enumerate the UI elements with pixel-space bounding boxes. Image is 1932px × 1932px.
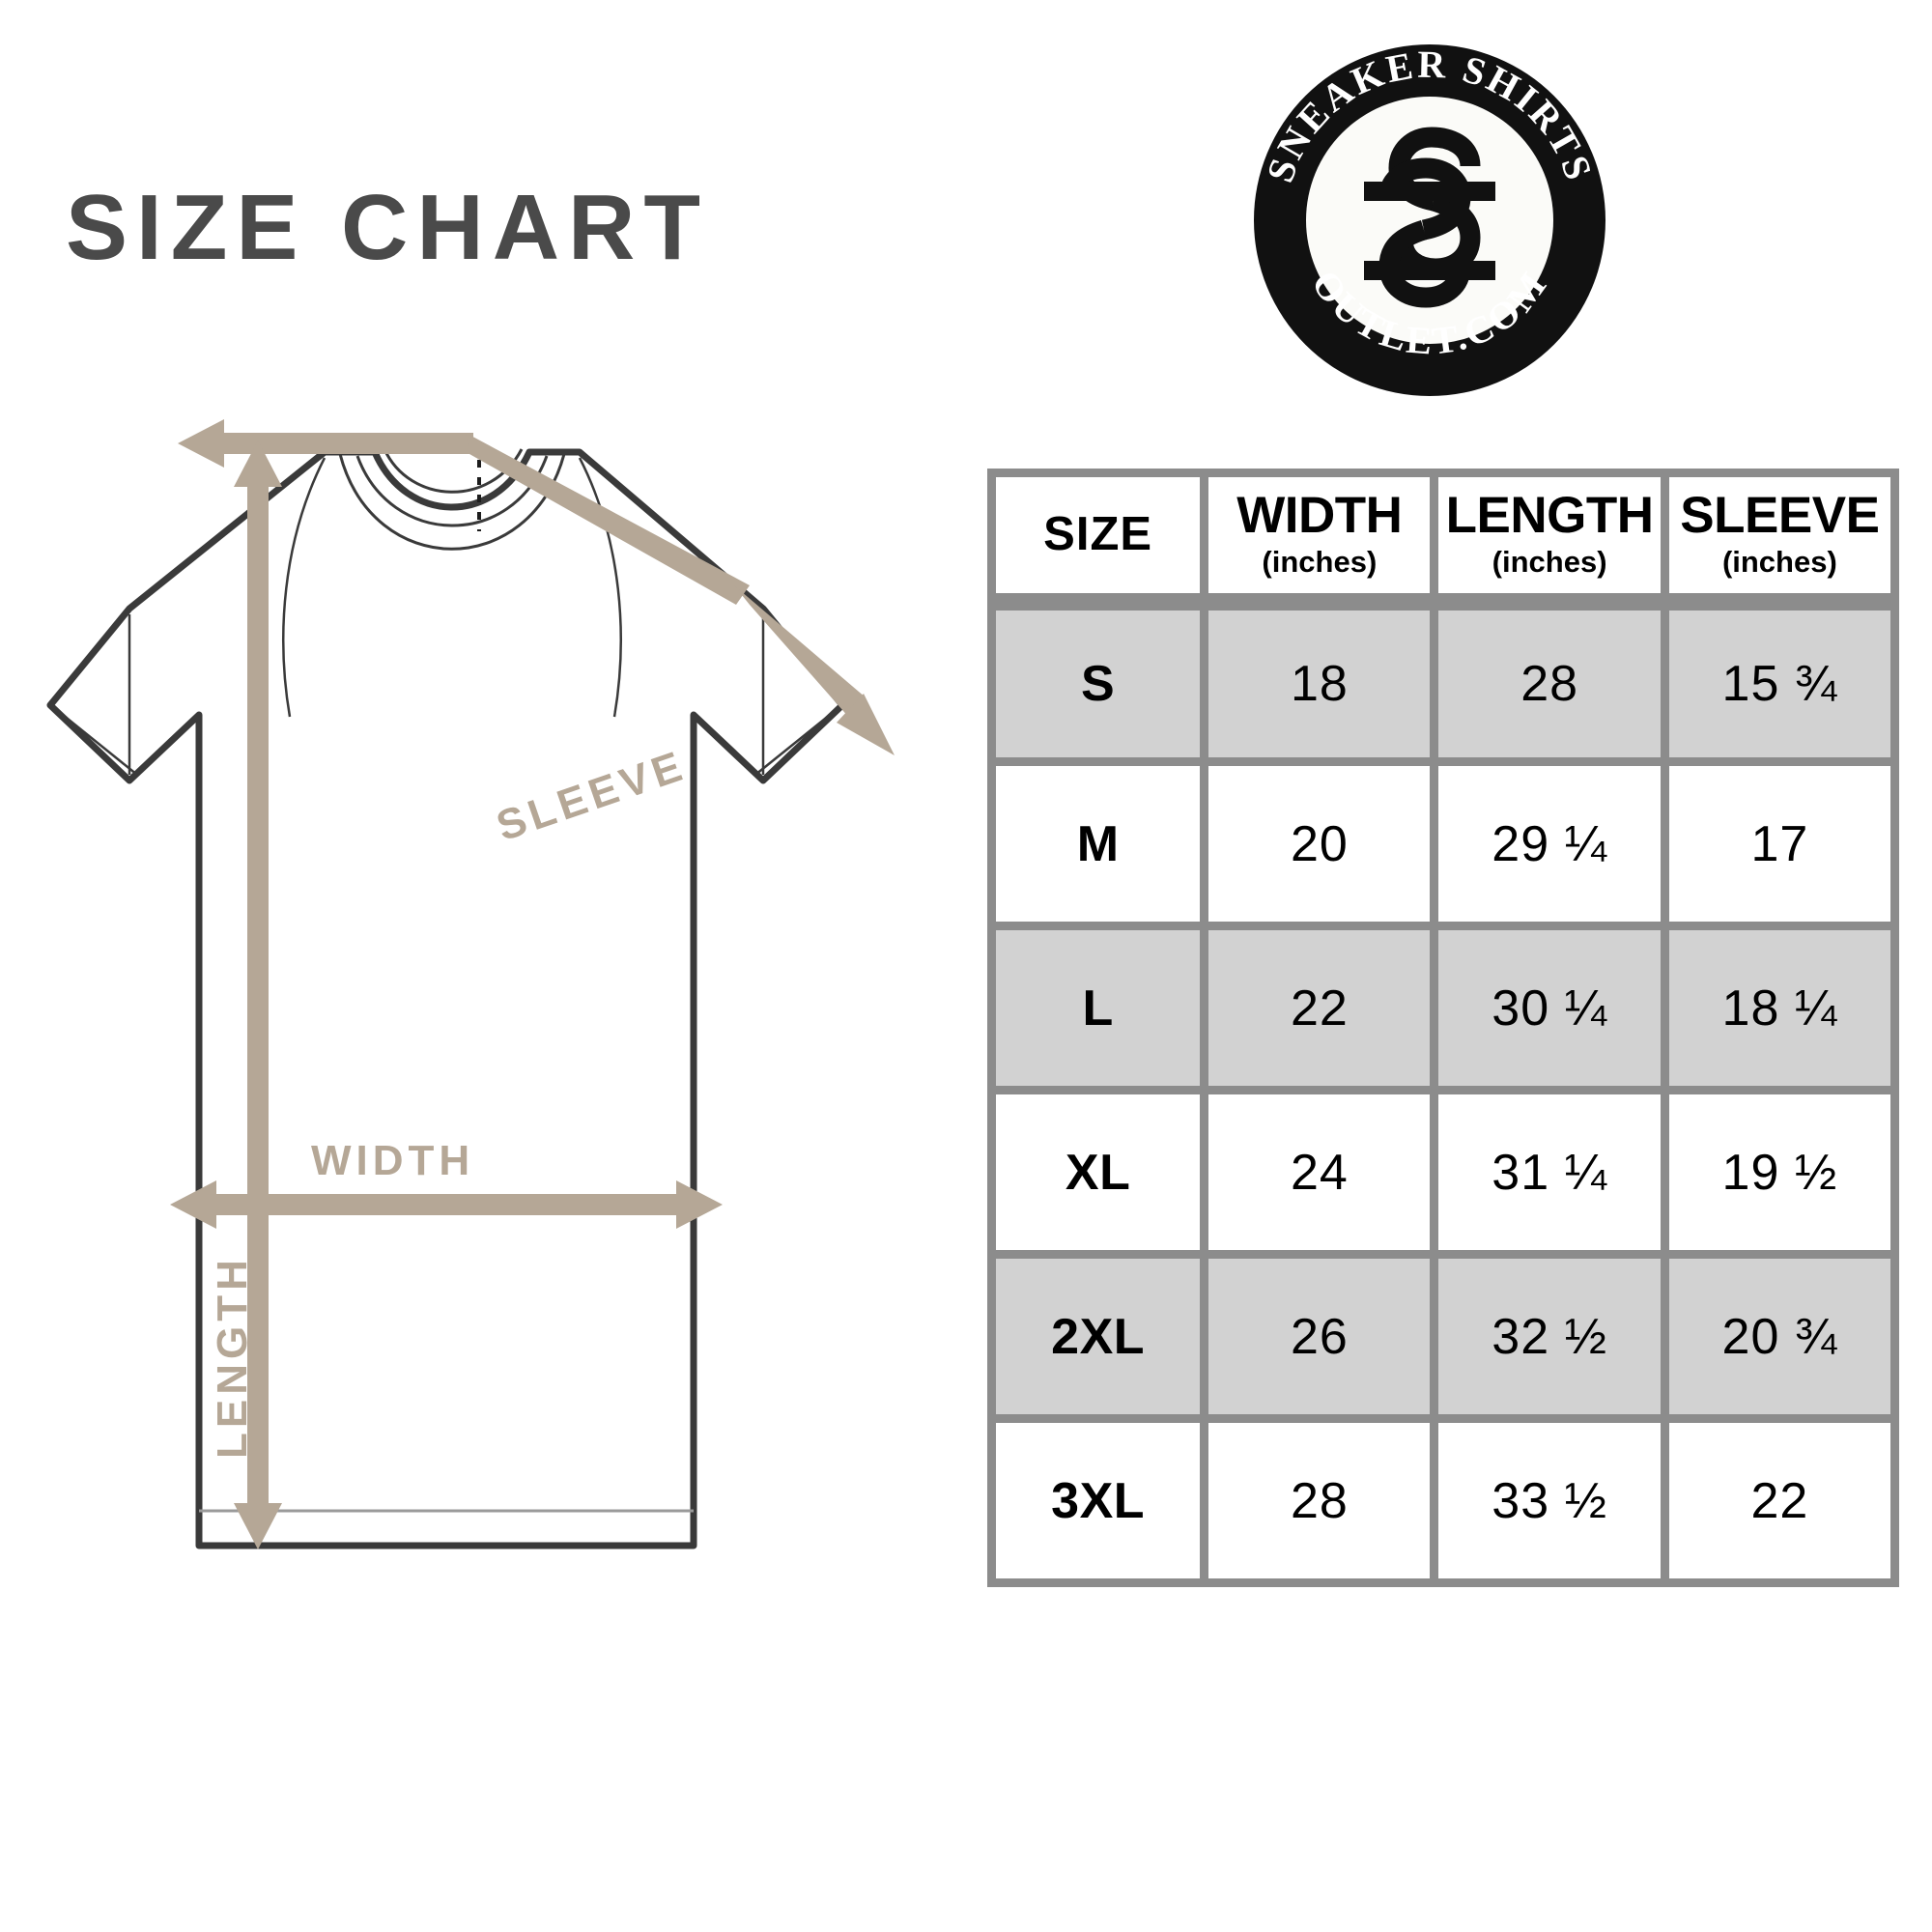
column-header-sleeve-main: SLEEVE bbox=[1680, 487, 1880, 545]
table-row: 3XL 28 33 ½ 22 bbox=[987, 1423, 1899, 1587]
table-row: XL 24 31 ¼ 19 ½ bbox=[987, 1094, 1899, 1259]
cell-sleeve: 17 bbox=[1668, 766, 1899, 930]
length-label: LENGTH bbox=[209, 1255, 256, 1459]
column-header-length-main: LENGTH bbox=[1445, 487, 1654, 545]
cell-width: 28 bbox=[1208, 1423, 1439, 1587]
page-title: SIZE CHART bbox=[66, 176, 709, 279]
column-header-width: WIDTH (inches) bbox=[1208, 469, 1439, 602]
table-row: S 18 28 15 ¾ bbox=[987, 602, 1899, 766]
cell-length: 29 ¼ bbox=[1438, 766, 1669, 930]
cell-size: M bbox=[987, 766, 1209, 930]
column-header-sleeve-unit: (inches) bbox=[1721, 545, 1837, 580]
column-header-size: SIZE bbox=[987, 469, 1209, 602]
column-header-sleeve: SLEEVE (inches) bbox=[1668, 469, 1899, 602]
cell-length: 28 bbox=[1438, 602, 1669, 766]
cell-sleeve: 18 ¼ bbox=[1668, 930, 1899, 1094]
table-row: 2XL 26 32 ½ 20 ¾ bbox=[987, 1259, 1899, 1423]
cell-length: 30 ¼ bbox=[1438, 930, 1669, 1094]
width-label: WIDTH bbox=[311, 1137, 475, 1184]
cell-length: 32 ½ bbox=[1438, 1259, 1669, 1423]
table-header-row: SIZE WIDTH (inches) LENGTH (inches) SLEE… bbox=[987, 469, 1899, 602]
cell-length: 31 ¼ bbox=[1438, 1094, 1669, 1259]
cell-size: XL bbox=[987, 1094, 1209, 1259]
cell-sleeve: 15 ¾ bbox=[1668, 602, 1899, 766]
tshirt-measurement-diagram: SLEEVE WIDTH LENGTH bbox=[0, 415, 966, 1623]
cell-length: 33 ½ bbox=[1438, 1423, 1669, 1587]
column-header-size-main: SIZE bbox=[1043, 508, 1153, 561]
cell-size: L bbox=[987, 930, 1209, 1094]
cell-width: 20 bbox=[1208, 766, 1439, 930]
cell-width: 24 bbox=[1208, 1094, 1439, 1259]
column-header-length-unit: (inches) bbox=[1492, 545, 1607, 580]
cell-size: 3XL bbox=[987, 1423, 1209, 1587]
cell-sleeve: 19 ½ bbox=[1668, 1094, 1899, 1259]
cell-sleeve: 20 ¾ bbox=[1668, 1259, 1899, 1423]
cell-size: 2XL bbox=[987, 1259, 1209, 1423]
size-chart-table: SIZE WIDTH (inches) LENGTH (inches) SLEE… bbox=[987, 469, 1899, 1587]
table-row: M 20 29 ¼ 17 bbox=[987, 766, 1899, 930]
column-header-width-main: WIDTH bbox=[1236, 487, 1403, 545]
cell-size: S bbox=[987, 602, 1209, 766]
cell-width: 26 bbox=[1208, 1259, 1439, 1423]
cell-sleeve: 22 bbox=[1668, 1423, 1899, 1587]
column-header-width-unit: (inches) bbox=[1262, 545, 1378, 580]
cell-width: 18 bbox=[1208, 602, 1439, 766]
cell-width: 22 bbox=[1208, 930, 1439, 1094]
table-body: S 18 28 15 ¾ M 20 29 ¼ 17 L 22 30 ¼ 18 ¼… bbox=[987, 602, 1899, 1587]
sneaker-shirts-outlet-logo: SNEAKER SHIRTS OUTLET.COM bbox=[1246, 37, 1613, 404]
table-row: L 22 30 ¼ 18 ¼ bbox=[987, 930, 1899, 1094]
column-header-length: LENGTH (inches) bbox=[1438, 469, 1669, 602]
